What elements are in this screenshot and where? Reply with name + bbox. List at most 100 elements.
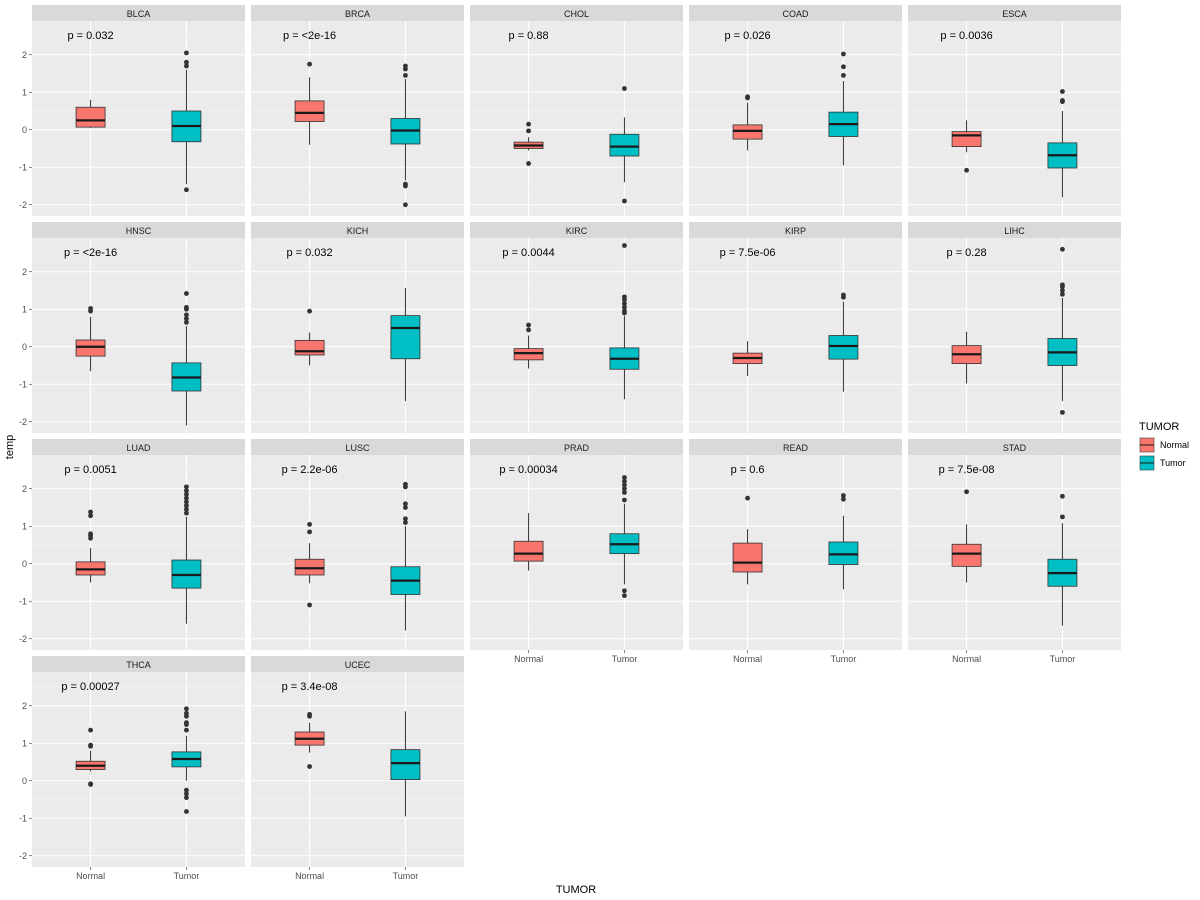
y-tick-label: -1 — [19, 813, 27, 823]
plot-background-brca — [251, 21, 464, 216]
strip-label-blca: BLCA — [127, 9, 151, 19]
outlier-point-tumor — [622, 486, 627, 492]
strip-label-luad: LUAD — [126, 443, 151, 453]
box-normal — [513, 540, 544, 562]
strip-label-lusc: LUSC — [345, 443, 370, 453]
outlier-point-tumor — [403, 72, 408, 78]
p-value-luad: p = 0.0051 — [64, 464, 116, 476]
plot-background-thca — [32, 672, 245, 867]
y-tick-label: -1 — [19, 379, 27, 389]
strip-label-brca: BRCA — [345, 9, 370, 19]
panel-kich: KICH p = 0.032 — [251, 222, 464, 433]
box-normal — [732, 124, 763, 140]
strip-prad — [470, 439, 683, 455]
outlier-point-tumor — [622, 301, 627, 307]
outlier-point-tumor — [184, 503, 189, 509]
y-tick-label: -1 — [19, 162, 27, 172]
box-normal — [513, 348, 544, 361]
outlier-point-tumor — [184, 316, 189, 322]
legend-title: TUMOR — [1139, 421, 1179, 433]
outlier-point-tumor — [184, 506, 189, 512]
y-tick-label: -2 — [19, 851, 27, 861]
box-tumor — [390, 315, 421, 360]
p-value-stad: p = 7.5e-08 — [939, 464, 995, 476]
outlier-point-normal — [745, 94, 750, 100]
outlier-point-normal — [307, 529, 312, 535]
plot-background-chol — [470, 21, 683, 216]
x-tick-label-normal: Normal — [733, 654, 762, 664]
outlier-point-tumor — [622, 588, 627, 594]
p-value-coad: p = 0.026 — [724, 30, 770, 42]
outlier-point-tumor — [184, 787, 189, 793]
box-normal — [75, 106, 106, 128]
outlier-point-tumor — [622, 308, 627, 314]
y-tick-label: 0 — [22, 559, 27, 569]
outlier-point-tumor — [403, 516, 408, 522]
outlier-point-tumor — [622, 593, 627, 599]
outlier-point-normal — [307, 711, 312, 717]
p-value-esca: p = 0.0036 — [940, 30, 992, 42]
x-tick-label-normal: Normal — [76, 871, 105, 881]
outlier-point-tumor — [184, 710, 189, 716]
panel-lusc: LUSC p = 2.2e-06 — [251, 439, 464, 650]
outlier-point-tumor — [184, 809, 189, 814]
x-tick-label-normal: Normal — [952, 654, 981, 664]
outlier-point-tumor — [184, 312, 189, 318]
panel-read: READ Normal Tumor p = 0.6 — [689, 439, 902, 664]
p-value-kich: p = 0.032 — [286, 247, 332, 259]
p-value-lihc: p = 0.28 — [947, 247, 987, 259]
outlier-point-tumor — [841, 72, 846, 78]
strip-hnsc — [32, 222, 245, 238]
panel-kirp: KIRP p = 7.5e-06 — [689, 222, 902, 433]
outlier-point-tumor — [184, 291, 189, 296]
outlier-point-tumor — [1060, 89, 1065, 94]
outlier-point-normal — [745, 495, 750, 501]
y-tick-label: 2 — [22, 701, 27, 711]
plot-background-prad — [470, 455, 683, 650]
outlier-point-tumor — [1060, 282, 1065, 288]
outlier-point-tumor — [1060, 291, 1065, 297]
outlier-point-tumor — [403, 63, 408, 69]
y-tick-label: 1 — [22, 304, 27, 314]
panel-hnsc: HNSC -2 -1 0 1 2 p = <2e-16 — [19, 222, 245, 433]
box-tumor — [609, 133, 640, 157]
outlier-point-normal — [526, 327, 531, 333]
outlier-point-normal — [88, 306, 93, 311]
x-tick-label-tumor: Tumor — [831, 654, 857, 664]
outlier-point-tumor — [841, 496, 846, 502]
x-tick-label-tumor: Tumor — [1050, 654, 1076, 664]
plot-background-lusc — [251, 455, 464, 650]
panel-luad: LUAD -2 -1 0 1 2 p = 0.0051 — [19, 439, 245, 650]
outlier-point-tumor — [403, 520, 408, 525]
outlier-point-tumor — [184, 727, 189, 733]
panel-coad: COAD p = 0.026 — [689, 5, 902, 216]
outlier-point-normal — [964, 167, 969, 173]
legend-label-tumor: Tumor — [1160, 458, 1186, 468]
outlier-point-tumor — [184, 491, 189, 497]
y-tick-label: 2 — [22, 484, 27, 494]
strip-coad — [689, 5, 902, 21]
strip-label-ucec: UCEC — [345, 660, 371, 670]
panel-blca: BLCA -2 -1 0 1 2 p = 0.032 — [19, 5, 245, 216]
y-tick-label: 0 — [22, 342, 27, 352]
p-value-lusc: p = 2.2e-06 — [282, 464, 338, 476]
box-tumor — [828, 335, 859, 360]
plot-background-stad — [908, 455, 1121, 650]
outlier-point-tumor — [622, 304, 627, 310]
outlier-point-tumor — [622, 490, 627, 495]
outlier-point-normal — [88, 782, 93, 787]
outlier-point-tumor — [184, 499, 189, 505]
strip-kich — [251, 222, 464, 238]
panel-brca: BRCA p = <2e-16 — [251, 5, 464, 216]
y-tick-label: 0 — [22, 125, 27, 135]
strip-kirc — [470, 222, 683, 238]
strip-chol — [470, 5, 683, 21]
outlier-point-normal — [88, 727, 93, 733]
y-tick-label: 0 — [22, 776, 27, 786]
p-value-prad: p = 0.00034 — [499, 464, 557, 476]
p-value-read: p = 0.6 — [731, 464, 765, 476]
x-tick-label-normal: Normal — [514, 654, 543, 664]
panel-thca: THCA -2 -1 0 1 2 Normal Tumor p = 0.00027 — [19, 656, 245, 881]
outlier-point-normal — [307, 308, 312, 314]
outlier-point-tumor — [184, 59, 189, 65]
